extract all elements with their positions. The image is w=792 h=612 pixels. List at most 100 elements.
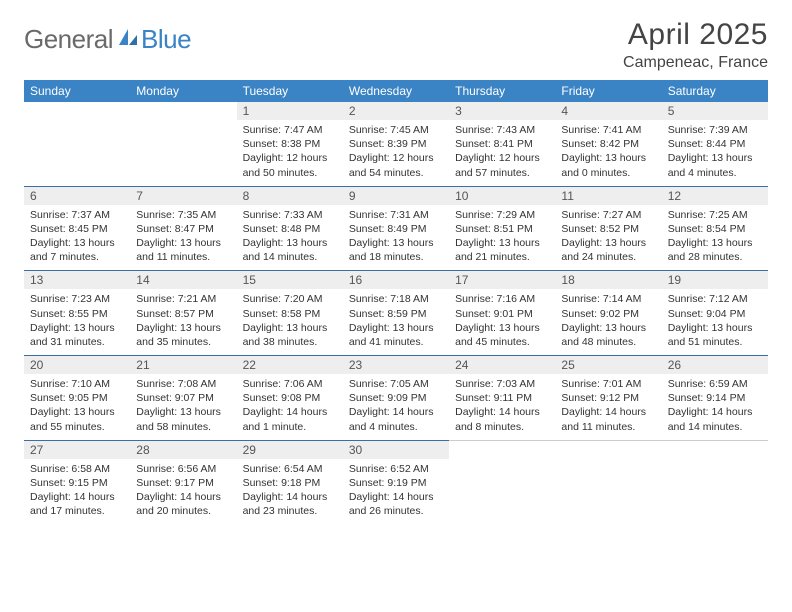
- day-content-cell: [555, 459, 661, 525]
- day-content-cell: Sunrise: 7:43 AMSunset: 8:41 PMDaylight:…: [449, 120, 555, 186]
- daylight-text: Daylight: 13 hours: [668, 321, 762, 335]
- sunset-text: Sunset: 8:52 PM: [561, 222, 655, 236]
- sunrise-text: Sunrise: 7:45 AM: [349, 123, 443, 137]
- sunrise-text: Sunrise: 6:58 AM: [30, 462, 124, 476]
- sunset-text: Sunset: 9:02 PM: [561, 307, 655, 321]
- daylight-text: and 54 minutes.: [349, 166, 443, 180]
- daylight-text: Daylight: 14 hours: [349, 490, 443, 504]
- day-number-cell: 18: [555, 271, 661, 290]
- daylight-text: and 4 minutes.: [349, 420, 443, 434]
- weekday-header: Wednesday: [343, 80, 449, 102]
- day-number-cell: 24: [449, 356, 555, 375]
- sunset-text: Sunset: 8:41 PM: [455, 137, 549, 151]
- sunrise-text: Sunrise: 7:47 AM: [243, 123, 337, 137]
- day-number-cell: 29: [237, 440, 343, 459]
- title-block: April 2025 Campeneac, France: [623, 18, 768, 72]
- sunrise-text: Sunrise: 7:06 AM: [243, 377, 337, 391]
- day-content-cell: Sunrise: 7:47 AMSunset: 8:38 PMDaylight:…: [237, 120, 343, 186]
- sunset-text: Sunset: 9:17 PM: [136, 476, 230, 490]
- sunset-text: Sunset: 8:54 PM: [668, 222, 762, 236]
- day-content-cell: Sunrise: 7:27 AMSunset: 8:52 PMDaylight:…: [555, 205, 661, 271]
- day-content-cell: Sunrise: 7:21 AMSunset: 8:57 PMDaylight:…: [130, 289, 236, 355]
- sunset-text: Sunset: 9:15 PM: [30, 476, 124, 490]
- daynum-row: 12345: [24, 102, 768, 120]
- daynum-row: 6789101112: [24, 186, 768, 205]
- day-number-cell: 14: [130, 271, 236, 290]
- daylight-text: and 50 minutes.: [243, 166, 337, 180]
- sunset-text: Sunset: 9:05 PM: [30, 391, 124, 405]
- sunset-text: Sunset: 8:51 PM: [455, 222, 549, 236]
- day-number-cell: 7: [130, 186, 236, 205]
- daylight-text: Daylight: 13 hours: [668, 236, 762, 250]
- day-content-cell: Sunrise: 6:59 AMSunset: 9:14 PMDaylight:…: [662, 374, 768, 440]
- sunrise-text: Sunrise: 7:35 AM: [136, 208, 230, 222]
- daylight-text: and 23 minutes.: [243, 504, 337, 518]
- day-content-cell: Sunrise: 7:35 AMSunset: 8:47 PMDaylight:…: [130, 205, 236, 271]
- daylight-text: Daylight: 13 hours: [561, 151, 655, 165]
- weekday-header-row: Sunday Monday Tuesday Wednesday Thursday…: [24, 80, 768, 102]
- sunset-text: Sunset: 9:08 PM: [243, 391, 337, 405]
- day-number-cell: 9: [343, 186, 449, 205]
- daylight-text: Daylight: 14 hours: [30, 490, 124, 504]
- day-number-cell: 15: [237, 271, 343, 290]
- daylight-text: and 0 minutes.: [561, 166, 655, 180]
- daylight-text: and 38 minutes.: [243, 335, 337, 349]
- weekday-header: Friday: [555, 80, 661, 102]
- day-number-cell: 26: [662, 356, 768, 375]
- daylight-text: and 24 minutes.: [561, 250, 655, 264]
- daylight-text: and 45 minutes.: [455, 335, 549, 349]
- daylight-text: Daylight: 12 hours: [243, 151, 337, 165]
- day-content-row: Sunrise: 7:37 AMSunset: 8:45 PMDaylight:…: [24, 205, 768, 271]
- day-number-cell: 23: [343, 356, 449, 375]
- day-content-cell: Sunrise: 7:01 AMSunset: 9:12 PMDaylight:…: [555, 374, 661, 440]
- daylight-text: and 17 minutes.: [30, 504, 124, 518]
- daylight-text: and 28 minutes.: [668, 250, 762, 264]
- day-content-cell: Sunrise: 7:06 AMSunset: 9:08 PMDaylight:…: [237, 374, 343, 440]
- day-content-cell: Sunrise: 6:52 AMSunset: 9:19 PMDaylight:…: [343, 459, 449, 525]
- sunset-text: Sunset: 9:14 PM: [668, 391, 762, 405]
- daylight-text: and 51 minutes.: [668, 335, 762, 349]
- daylight-text: and 31 minutes.: [30, 335, 124, 349]
- sunset-text: Sunset: 8:39 PM: [349, 137, 443, 151]
- day-number-cell: [555, 440, 661, 459]
- sunset-text: Sunset: 9:11 PM: [455, 391, 549, 405]
- daylight-text: Daylight: 14 hours: [136, 490, 230, 504]
- day-number-cell: 10: [449, 186, 555, 205]
- month-title: April 2025: [623, 18, 768, 52]
- daylight-text: and 14 minutes.: [668, 420, 762, 434]
- sunrise-text: Sunrise: 6:52 AM: [349, 462, 443, 476]
- day-content-cell: Sunrise: 7:20 AMSunset: 8:58 PMDaylight:…: [237, 289, 343, 355]
- sunrise-text: Sunrise: 7:18 AM: [349, 292, 443, 306]
- weekday-header: Monday: [130, 80, 236, 102]
- sunrise-text: Sunrise: 7:33 AM: [243, 208, 337, 222]
- page-header: General Blue April 2025 Campeneac, Franc…: [24, 18, 768, 72]
- day-content-row: Sunrise: 7:47 AMSunset: 8:38 PMDaylight:…: [24, 120, 768, 186]
- daylight-text: Daylight: 13 hours: [30, 236, 124, 250]
- day-number-cell: 6: [24, 186, 130, 205]
- day-content-cell: Sunrise: 7:33 AMSunset: 8:48 PMDaylight:…: [237, 205, 343, 271]
- daylight-text: and 57 minutes.: [455, 166, 549, 180]
- day-number-cell: 3: [449, 102, 555, 120]
- day-number-cell: 4: [555, 102, 661, 120]
- day-content-row: Sunrise: 7:10 AMSunset: 9:05 PMDaylight:…: [24, 374, 768, 440]
- daylight-text: and 48 minutes.: [561, 335, 655, 349]
- daylight-text: and 21 minutes.: [455, 250, 549, 264]
- sunrise-text: Sunrise: 7:14 AM: [561, 292, 655, 306]
- calendar-table: Sunday Monday Tuesday Wednesday Thursday…: [24, 80, 768, 524]
- day-number-cell: [662, 440, 768, 459]
- daylight-text: Daylight: 13 hours: [349, 236, 443, 250]
- day-content-cell: Sunrise: 6:54 AMSunset: 9:18 PMDaylight:…: [237, 459, 343, 525]
- sunrise-text: Sunrise: 7:16 AM: [455, 292, 549, 306]
- weekday-header: Sunday: [24, 80, 130, 102]
- daylight-text: Daylight: 14 hours: [243, 405, 337, 419]
- sunset-text: Sunset: 8:49 PM: [349, 222, 443, 236]
- day-content-cell: Sunrise: 6:56 AMSunset: 9:17 PMDaylight:…: [130, 459, 236, 525]
- brand-part1: General: [24, 24, 113, 55]
- daynum-row: 13141516171819: [24, 271, 768, 290]
- daylight-text: Daylight: 14 hours: [243, 490, 337, 504]
- day-number-cell: 8: [237, 186, 343, 205]
- sunset-text: Sunset: 8:58 PM: [243, 307, 337, 321]
- sunset-text: Sunset: 9:07 PM: [136, 391, 230, 405]
- daylight-text: Daylight: 13 hours: [243, 236, 337, 250]
- weekday-header: Saturday: [662, 80, 768, 102]
